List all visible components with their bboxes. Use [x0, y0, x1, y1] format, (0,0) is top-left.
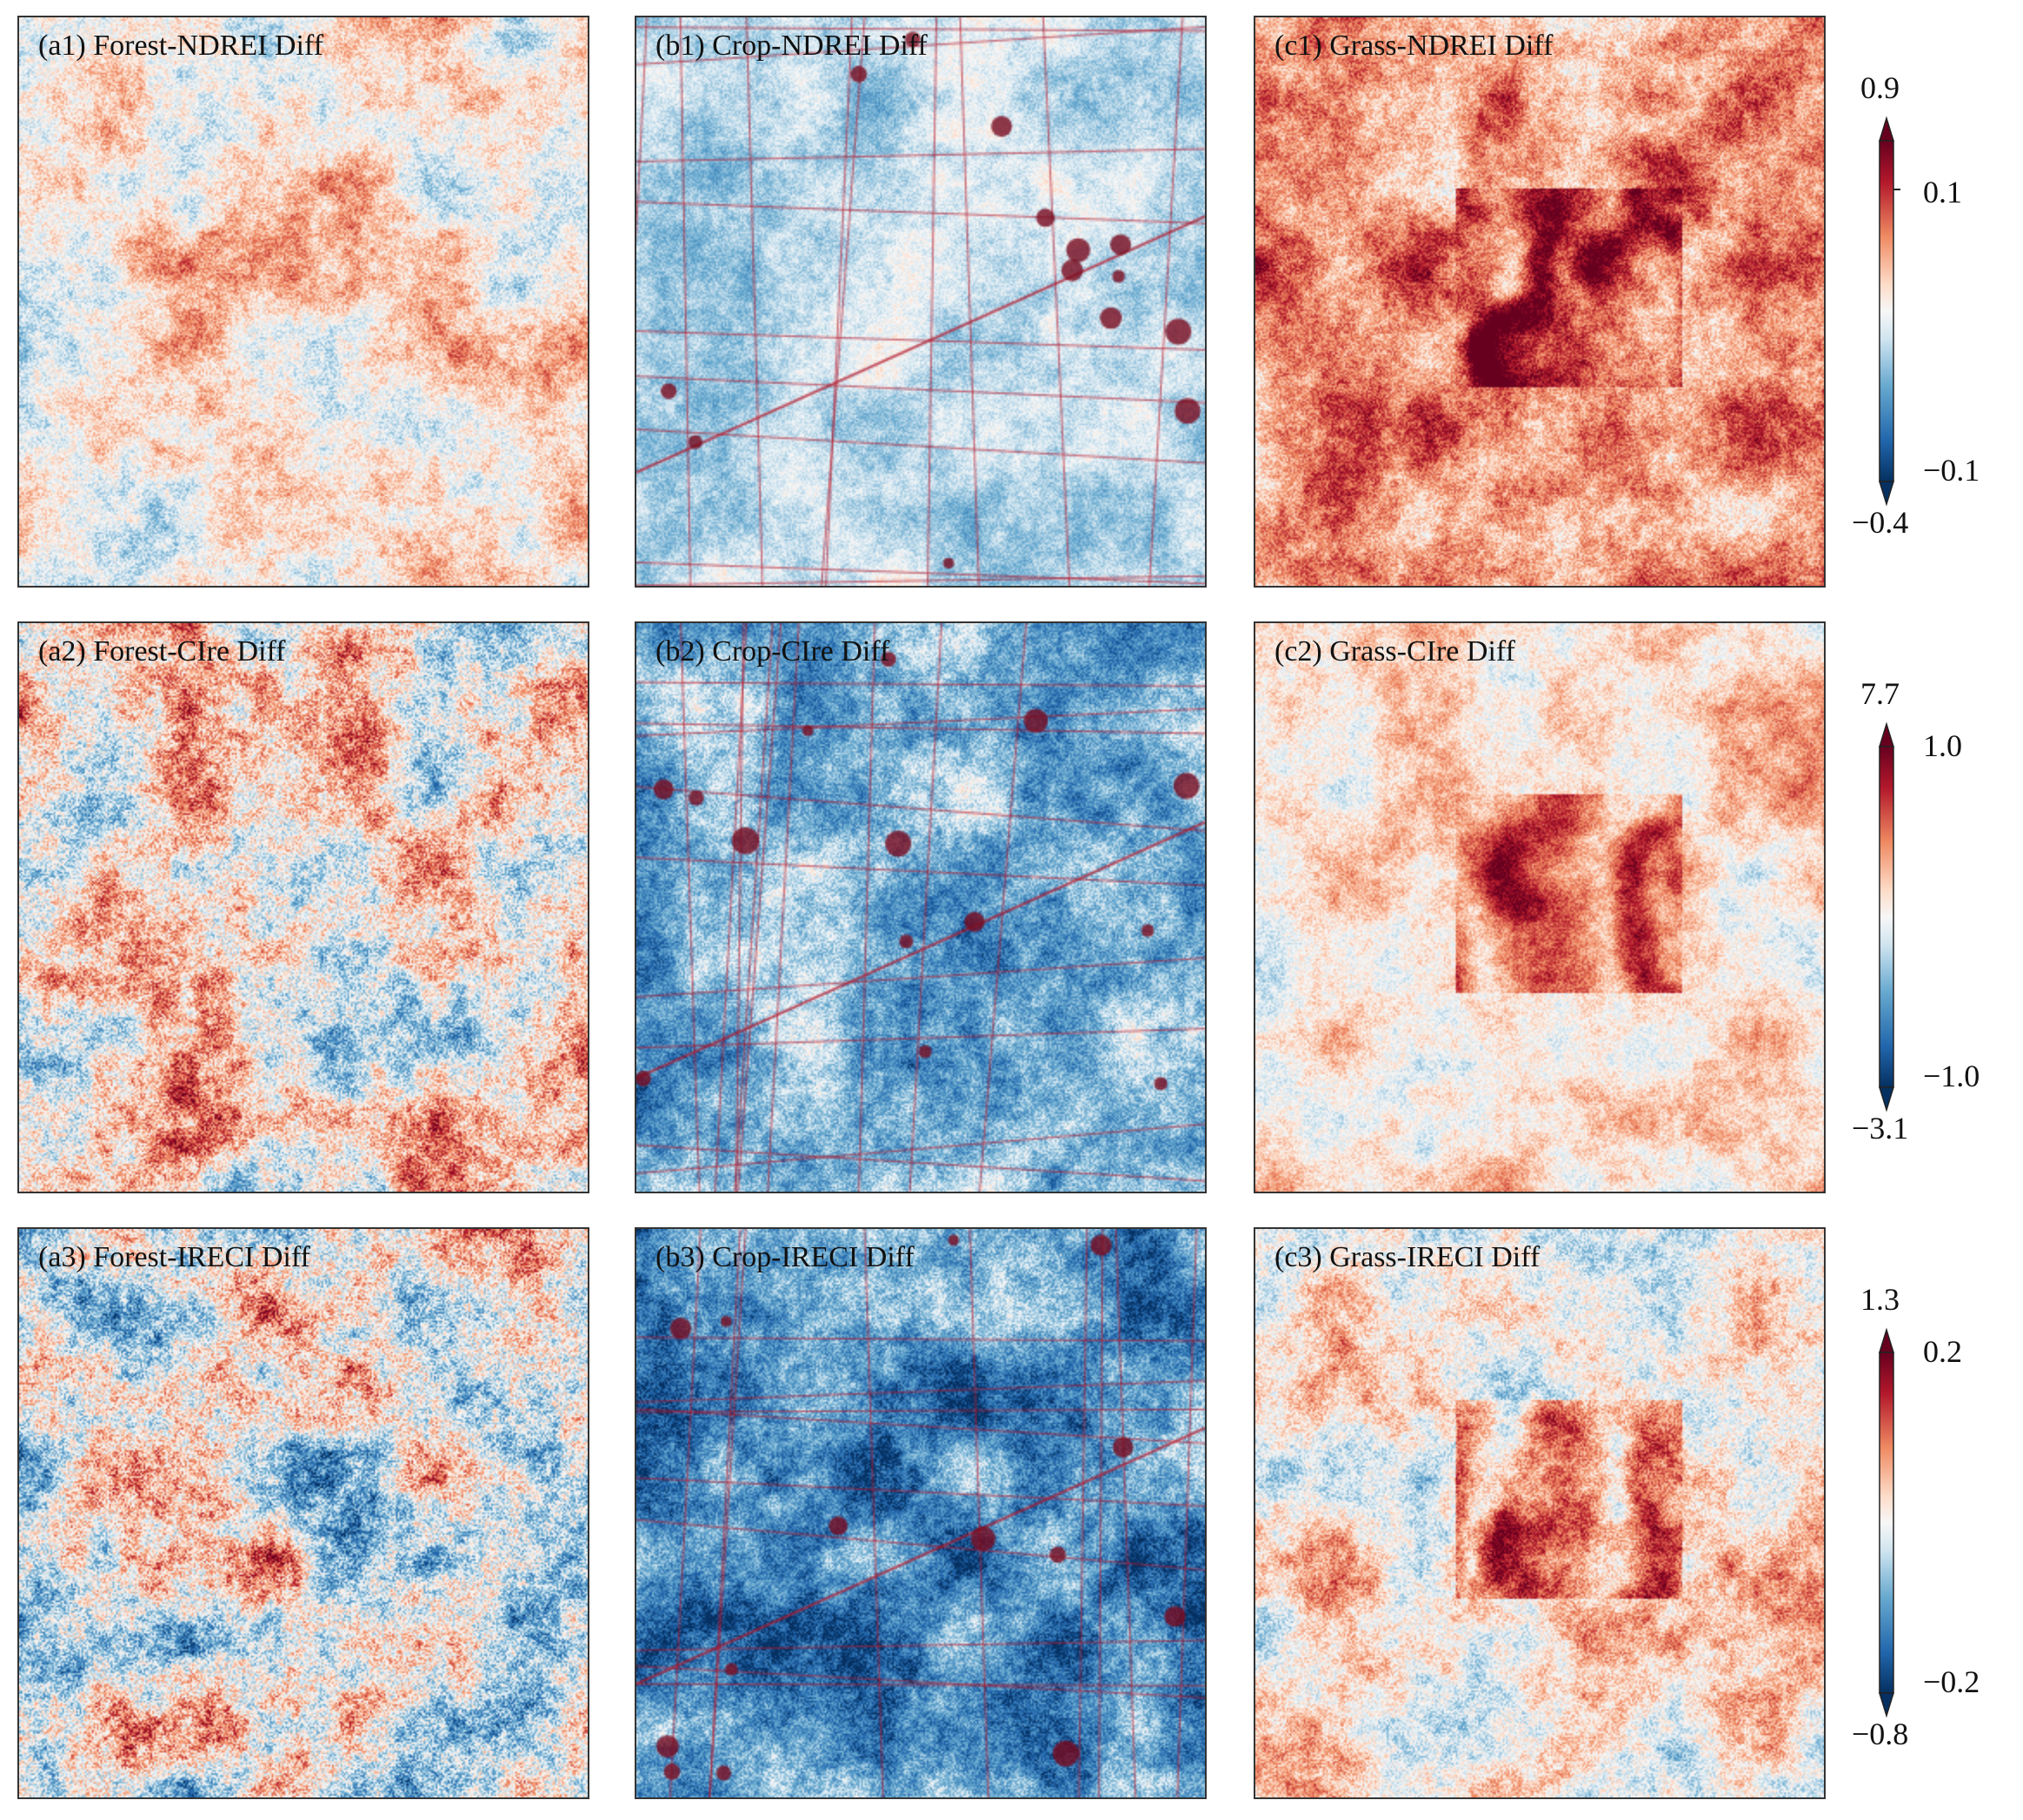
- panel-title: (b3) Crop-IRECI Diff: [655, 1241, 915, 1273]
- colorbar-data-min: −0.8: [1852, 1717, 1909, 1751]
- colorbar-extend-top: [1878, 721, 1895, 747]
- panel-c1: (c1) Grass-NDREI Diff: [1254, 16, 1826, 588]
- colorbar-data-max: 7.7: [1860, 676, 1900, 711]
- colorbar-extend-bottom: [1878, 1692, 1895, 1718]
- colorbar-gradient: [1878, 1327, 1895, 1718]
- panel-title: (a1) Forest-NDREI Diff: [38, 30, 323, 62]
- colorbar-tick-min: −0.2: [1923, 1664, 1980, 1699]
- panel-b2: (b2) Crop-CIre Diff: [635, 621, 1207, 1193]
- panel-a3: (a3) Forest-IRECI Diff: [17, 1227, 589, 1799]
- panel-a2: (a2) Forest-CIre Diff: [17, 621, 589, 1193]
- heatmap-raster: [636, 17, 1205, 586]
- colorbar-extend-bottom: [1878, 1086, 1895, 1113]
- colorbar-tick-max: 0.2: [1923, 1334, 1962, 1369]
- heatmap-raster: [636, 623, 1205, 1192]
- panel-b1: (b1) Crop-NDREI Diff: [635, 16, 1207, 588]
- panel-title: (c3) Grass-IRECI Diff: [1274, 1241, 1541, 1273]
- panel-c3: (c3) Grass-IRECI Diff: [1254, 1227, 1826, 1799]
- colorbar-extend-bottom: [1878, 481, 1895, 507]
- colorbar-data-max: 1.3: [1860, 1282, 1900, 1317]
- heatmap-raster: [1255, 17, 1824, 586]
- panel-title: (b1) Crop-NDREI Diff: [655, 30, 928, 62]
- colorbar-extend-top: [1878, 1327, 1895, 1353]
- heatmap-raster: [19, 17, 588, 586]
- panel-title: (c1) Grass-NDREI Diff: [1274, 30, 1554, 62]
- panel-title: (a3) Forest-IRECI Diff: [38, 1241, 310, 1273]
- colorbar-extend-top: [1878, 116, 1895, 142]
- panel-b3: (b3) Crop-IRECI Diff: [635, 1227, 1207, 1799]
- panel-title: (c2) Grass-CIre Diff: [1274, 635, 1515, 668]
- panel-a1: (a1) Forest-NDREI Diff: [17, 16, 589, 588]
- colorbar-data-min: −0.4: [1852, 505, 1909, 540]
- heatmap-raster: [636, 1229, 1205, 1797]
- colorbar-data-max: 0.9: [1860, 70, 1900, 105]
- colorbar-tick-min: −1.0: [1923, 1059, 1980, 1093]
- colorbar-tick-max: 1.0: [1923, 728, 1962, 763]
- colorbar-gradient: [1878, 721, 1895, 1113]
- panel-title: (b2) Crop-CIre Diff: [655, 635, 890, 668]
- colorbar-tick-max: 0.1: [1923, 175, 1962, 209]
- colorbar-data-min: −3.1: [1852, 1111, 1909, 1146]
- heatmap-raster: [1255, 623, 1824, 1192]
- colorbar-gradient: [1878, 116, 1900, 507]
- panel-c2: (c2) Grass-CIre Diff: [1254, 621, 1826, 1193]
- heatmap-raster: [19, 623, 588, 1192]
- heatmap-raster: [1255, 1229, 1824, 1797]
- colorbar-tick-min: −0.1: [1923, 453, 1980, 488]
- panel-title: (a2) Forest-CIre Diff: [38, 635, 286, 668]
- heatmap-raster: [19, 1229, 588, 1797]
